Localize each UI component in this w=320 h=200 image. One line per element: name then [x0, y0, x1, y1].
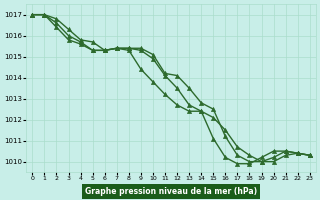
X-axis label: Graphe pression niveau de la mer (hPa): Graphe pression niveau de la mer (hPa) [85, 187, 257, 196]
